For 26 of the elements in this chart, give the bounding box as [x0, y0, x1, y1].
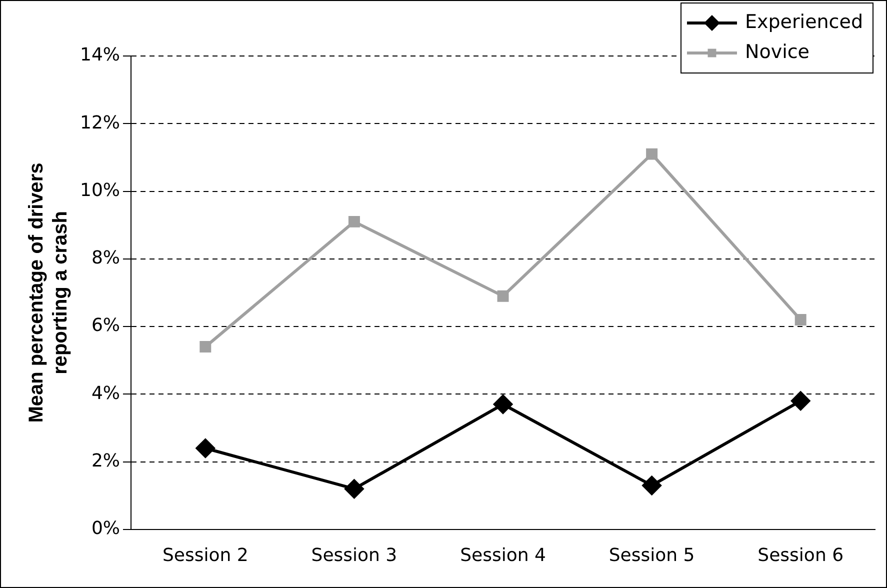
x-tick-label: Session 4: [460, 544, 546, 566]
y-tick-label: 8%: [91, 248, 120, 269]
legend-label: Novice: [744, 40, 810, 63]
x-tick-label: Session 2: [162, 544, 248, 566]
x-tick-label: Session 6: [758, 544, 844, 566]
legend-label: Experienced: [744, 10, 864, 33]
point: [344, 479, 364, 498]
y-axis-title: Mean percentage of drivers reporting a crash: [26, 162, 72, 423]
point: [646, 148, 658, 160]
point: [642, 476, 662, 495]
point: [497, 290, 509, 302]
point: [494, 394, 513, 414]
x-tick-label: Session 5: [608, 544, 695, 566]
x-tick-label: Session 3: [311, 544, 398, 566]
point: [794, 314, 806, 326]
y-tick-label: 12%: [80, 112, 120, 134]
y-tick-label: 2%: [91, 450, 120, 472]
y-tick-label: 6%: [91, 315, 120, 336]
point: [196, 438, 215, 458]
point: [200, 341, 212, 353]
y-tick-label: 10%: [80, 180, 120, 201]
point: [791, 391, 810, 410]
point: [348, 216, 360, 228]
y-tick-label: 14%: [80, 44, 120, 66]
y-tick-label: 4%: [91, 382, 120, 404]
y-tick-label: 0%: [91, 518, 120, 540]
